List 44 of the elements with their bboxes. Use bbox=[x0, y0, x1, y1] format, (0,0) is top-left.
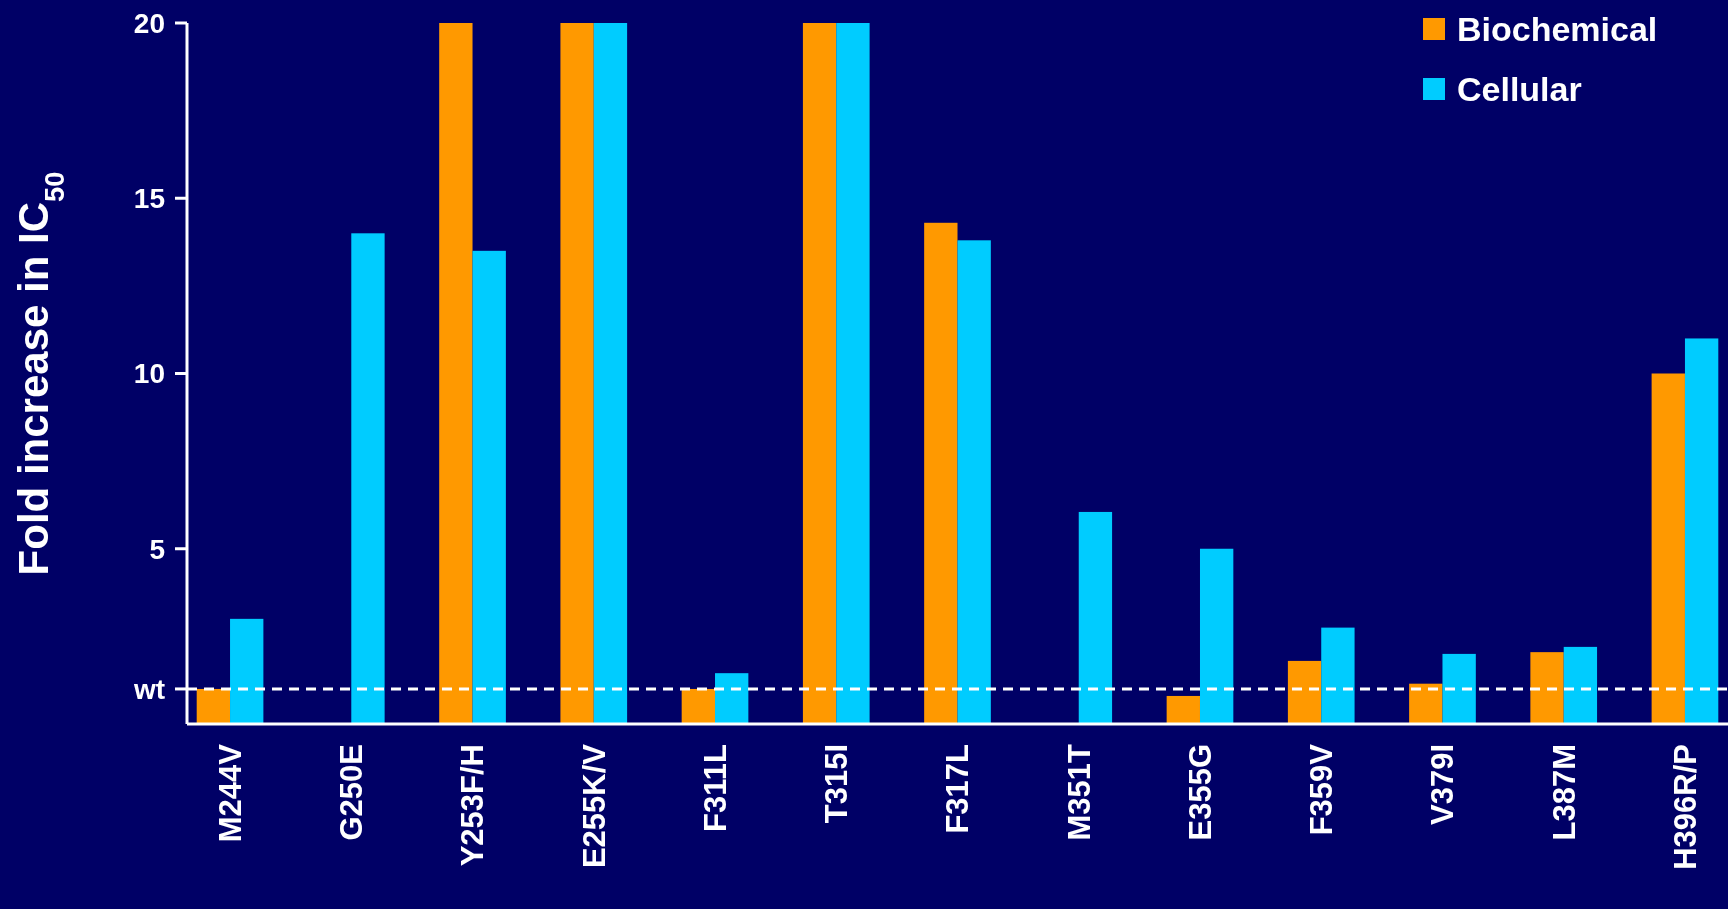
bar bbox=[1684, 338, 1719, 724]
x-tick-label: F311L bbox=[697, 744, 733, 832]
x-tick-label: H396R/P bbox=[1667, 744, 1703, 870]
bar bbox=[957, 240, 991, 724]
x-tick-label: M244V bbox=[212, 743, 248, 843]
x-tick-label: E255K/V bbox=[576, 743, 612, 869]
bar bbox=[1409, 683, 1443, 724]
bar bbox=[1321, 627, 1355, 724]
bar bbox=[1166, 695, 1200, 724]
bar bbox=[472, 250, 506, 724]
bar bbox=[802, 23, 837, 724]
bar bbox=[1199, 548, 1234, 724]
x-tick-label: V379I bbox=[1425, 744, 1461, 826]
x-tick-label: G250E bbox=[334, 744, 370, 841]
bar bbox=[196, 688, 231, 724]
legend-label: Biochemical bbox=[1457, 9, 1658, 48]
x-tick-label: T315I bbox=[819, 744, 855, 824]
x-tick-label: E355G bbox=[1182, 744, 1218, 841]
bar bbox=[439, 23, 473, 724]
x-tick-label: Y253F/H bbox=[455, 744, 491, 867]
x-tick-label: L387M bbox=[1546, 744, 1582, 841]
x-tick-label: M351T bbox=[1061, 743, 1097, 841]
y-tick-label: wt bbox=[132, 673, 165, 705]
y-tick-label: 10 bbox=[133, 358, 165, 390]
x-tick-label: F359V bbox=[1304, 743, 1340, 836]
bar bbox=[1563, 646, 1598, 724]
bar bbox=[681, 688, 716, 724]
bar bbox=[1287, 660, 1322, 724]
bar bbox=[593, 23, 628, 724]
bar bbox=[1530, 652, 1564, 724]
bar bbox=[836, 23, 870, 724]
bar bbox=[351, 233, 385, 724]
bar bbox=[715, 673, 749, 724]
bar bbox=[1442, 653, 1476, 724]
bar bbox=[1651, 373, 1685, 724]
bar bbox=[560, 23, 594, 724]
y-tick-label: 20 bbox=[133, 7, 165, 39]
y-tick-label: 15 bbox=[133, 183, 165, 215]
bar bbox=[1078, 511, 1113, 724]
x-tick-label: F317L bbox=[940, 744, 976, 834]
y-tick-label: 5 bbox=[149, 533, 165, 565]
legend-label: Cellular bbox=[1457, 69, 1582, 108]
bar bbox=[924, 222, 958, 724]
bar bbox=[230, 618, 264, 724]
